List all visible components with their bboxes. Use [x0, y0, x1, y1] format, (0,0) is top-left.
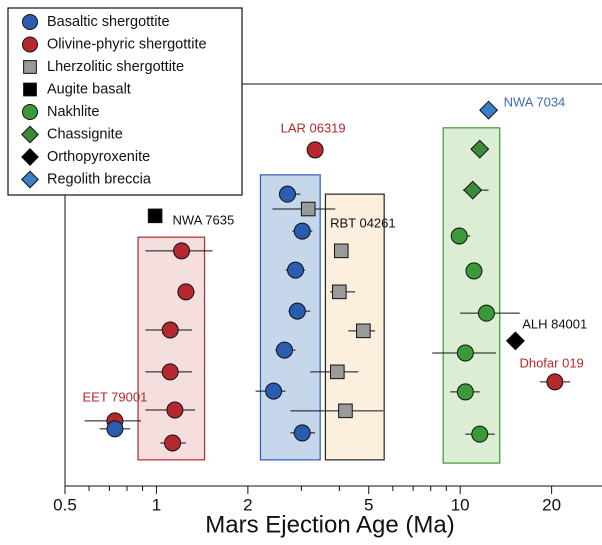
point — [288, 302, 306, 320]
legend-label: Olivine-phyric shergottite — [47, 36, 207, 52]
point — [456, 344, 474, 362]
legend: Basaltic shergottite Olivine-phyric sherg… — [7, 7, 243, 196]
point — [546, 373, 564, 391]
point — [166, 401, 184, 419]
point — [450, 227, 468, 245]
range-box — [324, 193, 385, 461]
point — [173, 242, 191, 260]
annotation: Dhofar 019 — [519, 356, 583, 371]
point — [356, 323, 371, 339]
point — [505, 331, 525, 351]
x-tick-label: 2 — [243, 495, 252, 514]
legend-marker — [22, 14, 38, 30]
legend-marker — [22, 36, 38, 53]
range-box — [259, 174, 321, 461]
x-axis-label: Mars Ejection Age (Ma) — [205, 511, 454, 538]
legend-marker — [22, 104, 38, 120]
point — [147, 208, 163, 224]
point — [177, 283, 195, 301]
x-tick-label: 0.5 — [53, 495, 77, 514]
legend-marker — [23, 60, 37, 74]
range-box — [137, 236, 206, 461]
legend-label: Chassignite — [47, 126, 123, 142]
legend-label: Regolith breccia — [47, 171, 152, 187]
point — [161, 363, 179, 381]
annotation: RBT 04261 — [330, 215, 396, 230]
annotation: ALH 84001 — [522, 317, 587, 332]
point — [471, 425, 489, 443]
range-box — [442, 127, 501, 464]
x-tick-label: 20 — [542, 495, 561, 514]
annotation: LAR 06319 — [281, 120, 346, 135]
point — [330, 364, 345, 380]
point — [332, 284, 347, 300]
legend-label: Lherzolitic shergottite — [47, 59, 184, 75]
point — [106, 420, 124, 438]
x-tick-label: 5 — [364, 495, 373, 514]
point — [456, 383, 474, 401]
point — [463, 180, 483, 200]
annotation: EET 79001 — [83, 389, 148, 404]
point — [479, 100, 499, 120]
legend-label: Augite basalt — [47, 81, 131, 97]
legend-label: Orthopyroxenite — [47, 149, 150, 165]
point — [276, 341, 294, 359]
point — [333, 243, 349, 259]
point — [161, 321, 179, 339]
point — [265, 382, 283, 400]
annotation: NWA 7034 — [504, 94, 566, 109]
point — [293, 424, 311, 442]
point — [300, 201, 316, 217]
legend-label: Basaltic shergottite — [47, 14, 170, 30]
legend-marker — [21, 170, 39, 189]
point — [293, 222, 311, 240]
legend-marker — [21, 148, 39, 166]
point — [306, 141, 324, 159]
point — [287, 261, 305, 279]
legend-marker — [21, 125, 39, 144]
legend-label: Nakhlite — [47, 104, 99, 120]
legend-marker — [23, 82, 37, 97]
point — [164, 434, 182, 452]
x-tick-label: 1 — [152, 495, 161, 514]
point — [465, 262, 483, 280]
point — [278, 185, 296, 203]
point — [338, 403, 353, 419]
legend-box — [7, 7, 243, 196]
point — [477, 304, 495, 322]
x-tick-label: 10 — [451, 495, 470, 514]
annotation: NWA 7635 — [173, 213, 235, 228]
point — [470, 139, 490, 159]
